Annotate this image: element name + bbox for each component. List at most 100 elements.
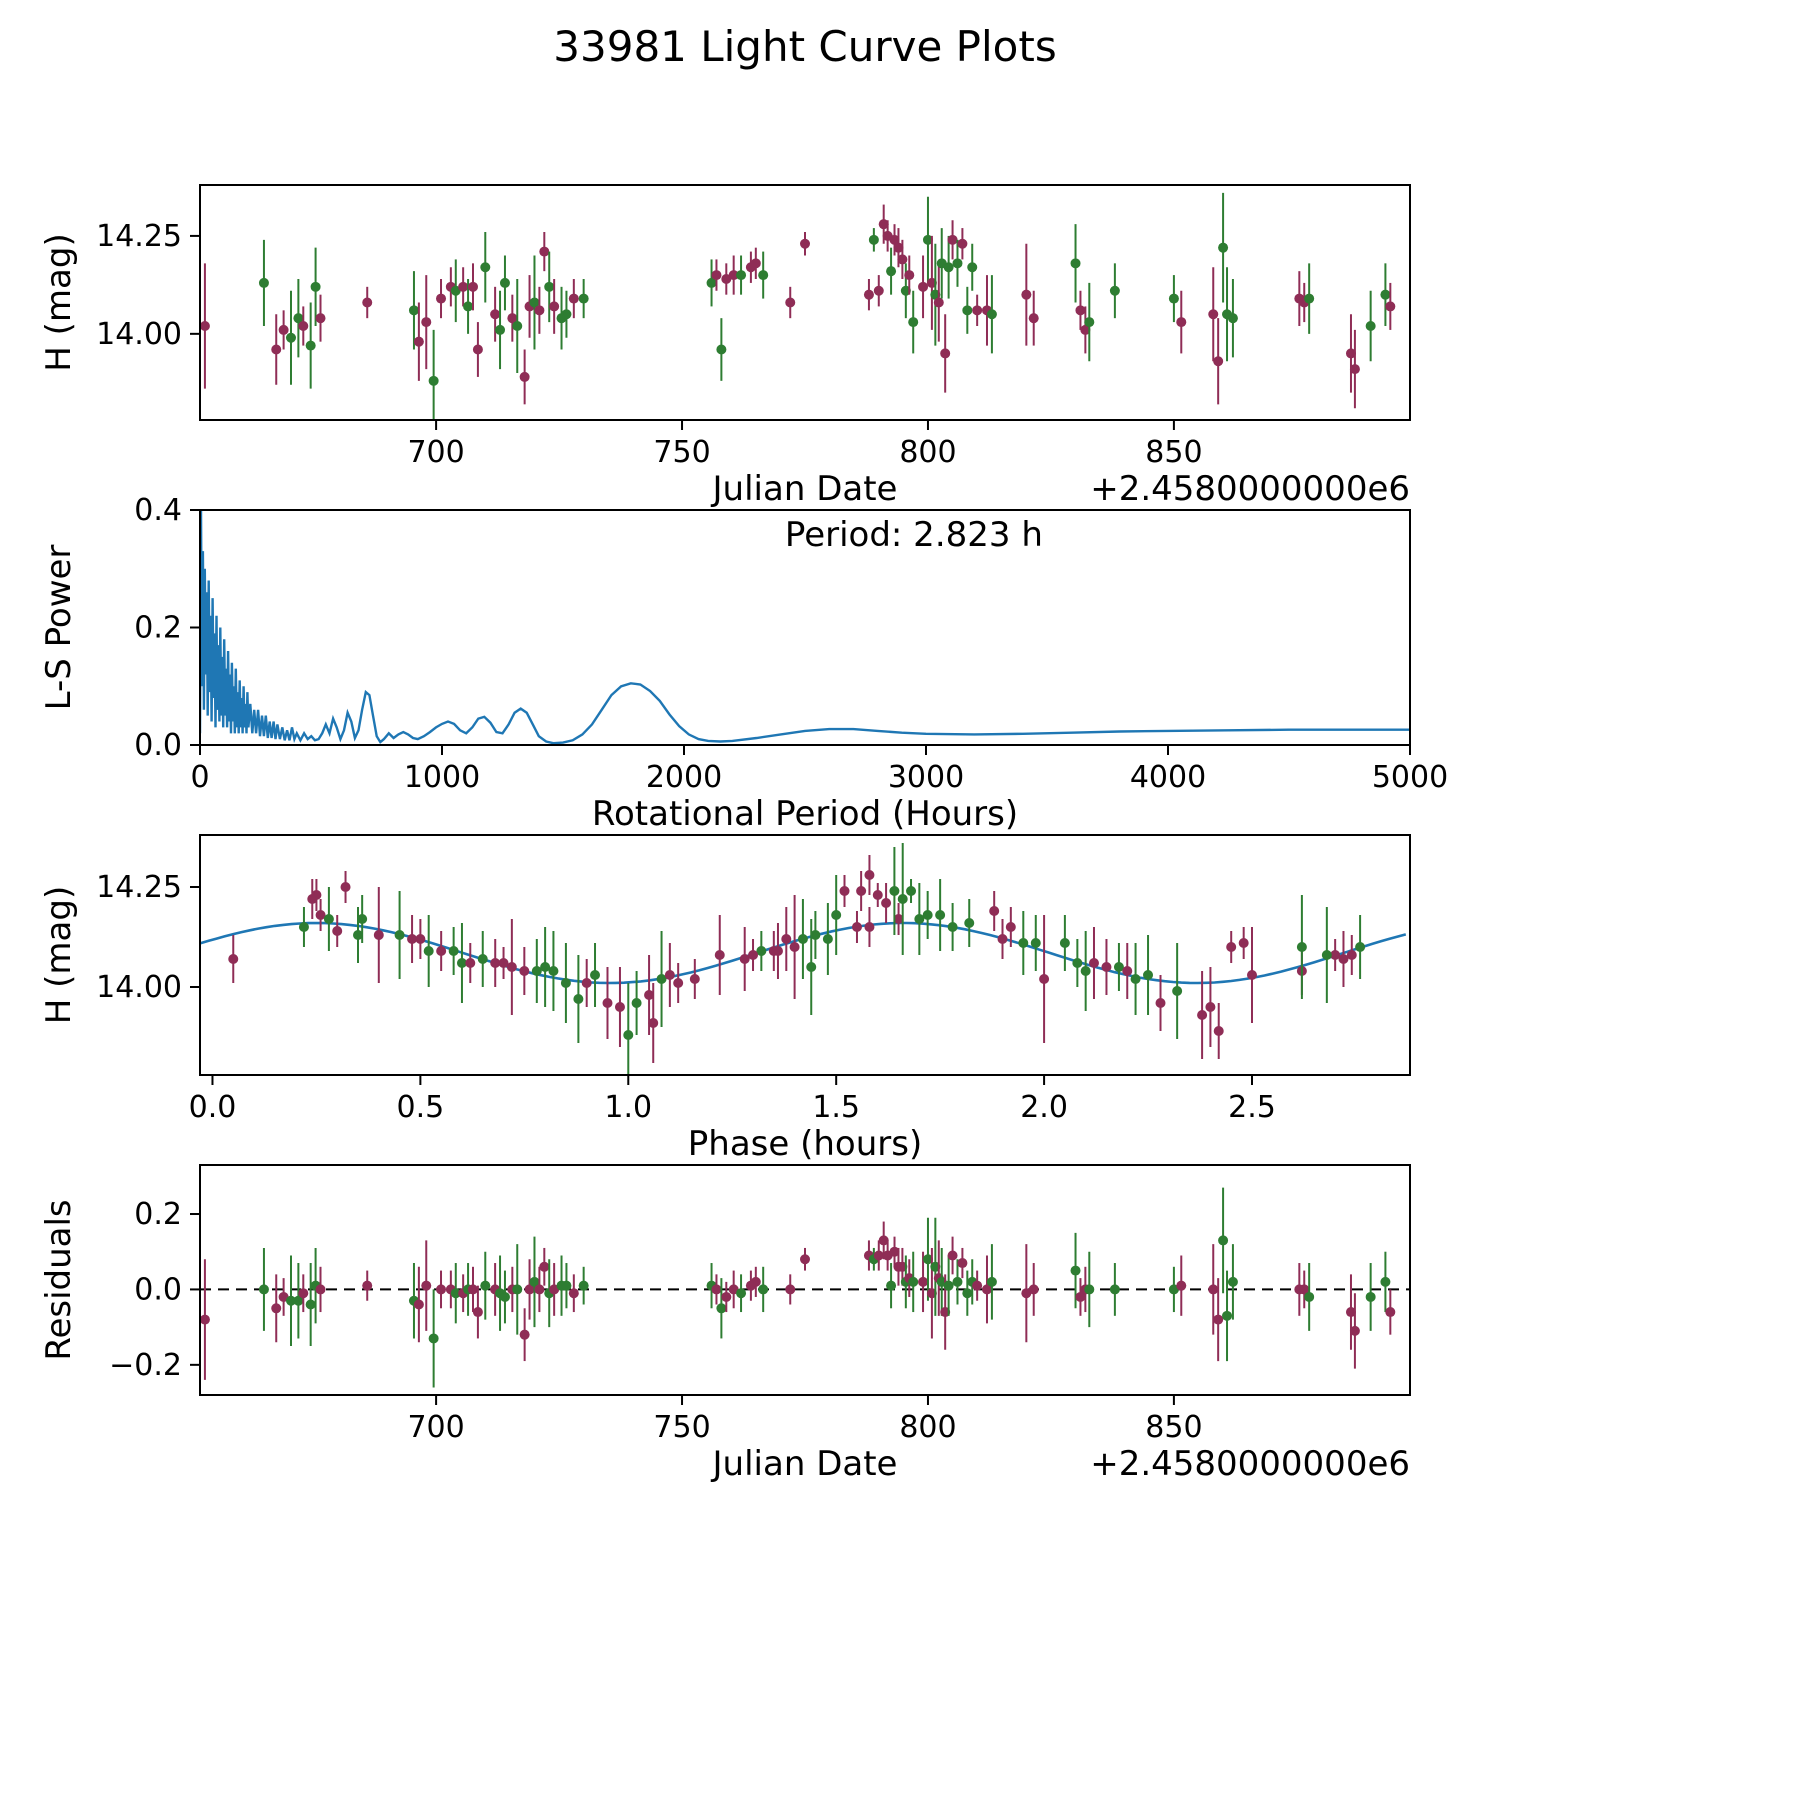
x-tick-label: 1.5 bbox=[812, 1090, 860, 1125]
data-point bbox=[458, 281, 469, 292]
data-point bbox=[1028, 313, 1039, 324]
data-point bbox=[549, 301, 560, 312]
data-point bbox=[800, 1254, 810, 1265]
data-point bbox=[1130, 974, 1141, 984]
data-point bbox=[972, 305, 983, 316]
data-point bbox=[922, 910, 933, 920]
y-axis-label: Residuals bbox=[39, 1199, 79, 1360]
y-tick-label: 14.00 bbox=[96, 317, 182, 352]
data-point bbox=[519, 966, 530, 976]
data-point bbox=[716, 1303, 727, 1314]
data-point bbox=[714, 950, 725, 960]
data-point bbox=[1380, 1276, 1391, 1287]
data-point bbox=[721, 274, 732, 284]
data-point bbox=[1197, 1010, 1208, 1020]
data-point bbox=[1080, 324, 1091, 335]
x-tick-label: 700 bbox=[407, 1410, 464, 1445]
data-point bbox=[986, 309, 997, 320]
axes-frame bbox=[199, 1164, 1411, 1396]
data-point bbox=[413, 336, 424, 347]
data-point bbox=[614, 1002, 625, 1012]
data-point bbox=[465, 958, 476, 968]
data-point bbox=[789, 942, 800, 952]
data-point bbox=[1238, 938, 1249, 948]
data-point bbox=[1028, 1284, 1039, 1295]
data-point bbox=[480, 262, 491, 273]
data-point bbox=[1321, 950, 1332, 960]
data-point bbox=[943, 1280, 954, 1291]
data-point bbox=[962, 1288, 973, 1299]
data-point bbox=[756, 946, 767, 956]
y-tick-label: 0.2 bbox=[134, 1197, 182, 1232]
data-point bbox=[495, 324, 506, 335]
data-point bbox=[957, 238, 968, 249]
data-point bbox=[822, 934, 833, 944]
data-point bbox=[490, 958, 501, 968]
data-point bbox=[315, 313, 326, 324]
data-point bbox=[407, 934, 418, 944]
data-point bbox=[1168, 1284, 1179, 1295]
data-point bbox=[258, 277, 269, 288]
data-point bbox=[758, 1284, 769, 1295]
data-point bbox=[736, 1288, 747, 1299]
data-point bbox=[573, 994, 584, 1004]
data-point bbox=[540, 962, 551, 972]
data-point bbox=[450, 285, 461, 296]
x-tick-label: 3000 bbox=[888, 760, 964, 795]
data-point bbox=[1349, 364, 1360, 375]
data-point bbox=[964, 918, 975, 928]
data-point bbox=[1385, 1307, 1396, 1318]
data-point bbox=[1213, 1026, 1224, 1036]
data-point bbox=[293, 1295, 304, 1306]
x-axis-label: Rotational Period (Hours) bbox=[592, 794, 1018, 834]
data-point bbox=[947, 922, 958, 932]
data-point bbox=[529, 1276, 540, 1287]
data-point bbox=[623, 1030, 634, 1040]
data-point bbox=[664, 970, 675, 980]
data-point bbox=[548, 966, 559, 976]
data-point bbox=[728, 270, 739, 281]
period-annotation: Period: 2.823 h bbox=[785, 515, 1043, 555]
data-point bbox=[922, 1254, 933, 1265]
x-tick-label: 850 bbox=[1145, 435, 1202, 470]
data-point bbox=[1213, 356, 1224, 367]
data-point bbox=[258, 1284, 269, 1295]
data-point bbox=[467, 281, 478, 292]
data-point bbox=[908, 1276, 919, 1287]
data-point bbox=[947, 234, 958, 245]
data-point bbox=[952, 1276, 963, 1287]
data-point bbox=[200, 1314, 210, 1325]
x-tick-label: 2.5 bbox=[1228, 1090, 1276, 1125]
data-point bbox=[772, 946, 783, 956]
x-tick-label: 5000 bbox=[1372, 760, 1448, 795]
axes-frame bbox=[199, 834, 1411, 1076]
data-point bbox=[560, 978, 571, 988]
data-point bbox=[428, 375, 439, 386]
periodogram-plot-area bbox=[200, 510, 1410, 745]
data-point bbox=[353, 930, 364, 940]
x-axis-label: Julian Date bbox=[711, 469, 898, 509]
data-point bbox=[868, 234, 879, 245]
data-point bbox=[897, 894, 908, 904]
data-point bbox=[271, 344, 282, 355]
data-point bbox=[1226, 942, 1237, 952]
data-point bbox=[873, 1250, 884, 1261]
x-tick-label: 0.0 bbox=[189, 1090, 237, 1125]
data-point bbox=[997, 934, 1008, 944]
y-tick-label: 0.0 bbox=[134, 728, 182, 763]
data-point bbox=[1218, 242, 1229, 253]
data-point bbox=[529, 297, 540, 308]
data-point bbox=[758, 270, 769, 281]
data-point bbox=[323, 914, 334, 924]
data-point bbox=[1109, 1284, 1120, 1295]
data-point bbox=[736, 270, 747, 281]
data-point bbox=[981, 1284, 992, 1295]
x-tick-label: 0.5 bbox=[397, 1090, 445, 1125]
data-point bbox=[539, 1261, 550, 1272]
data-point bbox=[472, 1307, 483, 1318]
periodogram-panel: 0 1000 2000 3000 4000 5000 0.0 0.2 0.4 Rotational… bbox=[39, 493, 1448, 834]
data-point bbox=[512, 1284, 523, 1295]
data-point bbox=[673, 978, 684, 988]
data-point bbox=[1330, 950, 1341, 960]
